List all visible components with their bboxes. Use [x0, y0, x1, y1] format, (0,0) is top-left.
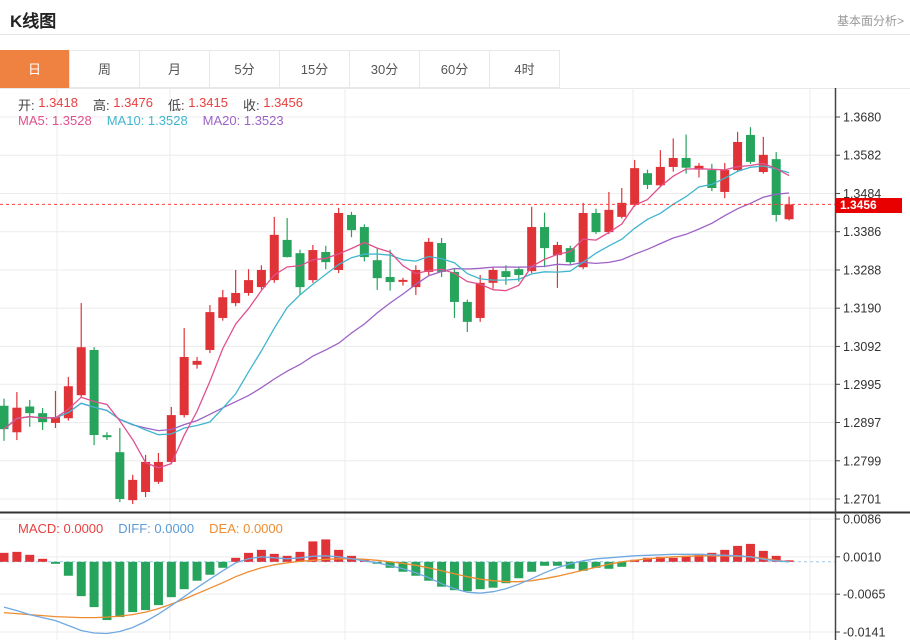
svg-text:1.3582: 1.3582 — [843, 149, 881, 163]
ma-legend: MA5: 1.3528 MA10: 1.3528 MA20: 1.3523 — [18, 113, 284, 128]
svg-text:-0.0141: -0.0141 — [843, 626, 885, 640]
svg-text:1.3288: 1.3288 — [843, 263, 881, 277]
ohlc-legend: 开: 1.3418 高: 1.3476 低: 1.3415 收: 1.3456 — [18, 95, 303, 114]
svg-text:1.2701: 1.2701 — [843, 493, 881, 507]
legend-item: 高: 1.3476 — [93, 95, 153, 113]
svg-text:1.3092: 1.3092 — [843, 340, 881, 354]
tab-min60[interactable]: 60分 — [419, 50, 490, 88]
macd-lines — [3, 553, 790, 635]
page-title: K线图 — [10, 12, 57, 31]
legend-item: MA5: 1.3528 — [18, 113, 92, 128]
ma-lines — [3, 162, 790, 469]
svg-text:1.3484: 1.3484 — [843, 187, 881, 201]
svg-text:1.3386: 1.3386 — [843, 225, 881, 239]
svg-text:1.3190: 1.3190 — [843, 302, 881, 316]
svg-text:0.0010: 0.0010 — [843, 550, 881, 564]
svg-text:1.3680: 1.3680 — [843, 111, 881, 125]
legend-item: DIFF: 0.0000 — [118, 521, 195, 536]
tab-min5[interactable]: 5分 — [209, 50, 280, 88]
legend-item: MA10: 1.3528 — [106, 113, 188, 128]
price-axis-labels: 1.3680 1.3582 1.3484 1.3386 1.3288 1.3190 1.30… — [835, 111, 885, 640]
macd-legend: MACD: 0.0000 DIFF: 0.0000 DEA: 0.0000 — [18, 521, 283, 536]
candles — [0, 127, 794, 505]
tab-month[interactable]: 月 — [139, 50, 210, 88]
tab-min15[interactable]: 15分 — [279, 50, 350, 88]
legend-item: MA20: 1.3523 — [202, 113, 284, 128]
svg-text:0.0086: 0.0086 — [843, 513, 881, 527]
tab-week[interactable]: 周 — [69, 50, 140, 88]
tab-day[interactable]: 日 — [0, 50, 70, 88]
tab-hour4[interactable]: 4时 — [489, 50, 560, 88]
svg-text:1.2799: 1.2799 — [843, 454, 881, 468]
legend-item: 低: 1.3415 — [168, 95, 228, 113]
svg-text:1.2897: 1.2897 — [843, 416, 881, 430]
macd-histogram — [0, 539, 794, 621]
timeframe-tab-bar: 日周月 5分 15分 30分 60分 4时 — [0, 50, 560, 88]
svg-text:-0.0065: -0.0065 — [843, 588, 885, 602]
svg-text:1.2995: 1.2995 — [843, 378, 881, 392]
legend-item: DEA: 0.0000 — [209, 521, 283, 536]
page-header: K线图 基本面分析> — [0, 0, 910, 35]
divider — [0, 88, 910, 89]
tab-min30[interactable]: 30分 — [349, 50, 420, 88]
legend-item: 收: 1.3456 — [243, 95, 303, 113]
fundamental-analysis-link[interactable]: 基本面分析> — [836, 14, 904, 28]
current-price-badge: 1.3456 — [835, 198, 902, 213]
legend-item: 开: 1.3418 — [18, 95, 78, 113]
legend-item: MACD: 0.0000 — [18, 521, 104, 536]
